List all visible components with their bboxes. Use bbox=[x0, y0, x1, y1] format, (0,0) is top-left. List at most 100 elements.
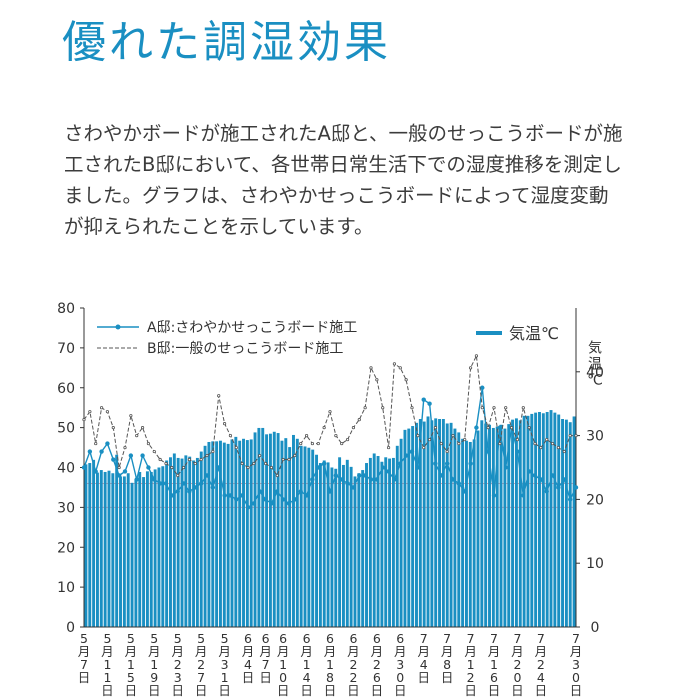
temperature-bar bbox=[526, 415, 530, 627]
house-a-point bbox=[368, 477, 374, 482]
house-b-point bbox=[515, 437, 520, 442]
house-a-point bbox=[403, 453, 409, 458]
temperature-bar bbox=[338, 457, 342, 627]
house-b-point bbox=[568, 433, 572, 438]
house-b-point bbox=[504, 406, 508, 410]
temperature-bar bbox=[111, 473, 115, 627]
temperature-bar bbox=[357, 473, 361, 627]
temperature-bar bbox=[372, 453, 376, 627]
left-tick-label: 70 bbox=[57, 341, 75, 357]
house-a-point bbox=[169, 493, 175, 498]
house-a-point bbox=[485, 449, 491, 454]
temperature-bar bbox=[261, 427, 265, 627]
temperature-bar bbox=[276, 433, 280, 627]
x-axis-ticks: 5 月 7 日 5 月 1 1 日 5 月 1 5 日 5 月 1 9 日 5 月 2 3 日 5 月 2 7 日 5 月 3 1 日 6 月 4 日 6 月… bbox=[78, 631, 583, 698]
house-a-point bbox=[532, 473, 538, 478]
temperature-bar bbox=[541, 413, 545, 627]
house-a-point bbox=[462, 489, 467, 494]
house-b-point bbox=[287, 457, 291, 462]
temperature-bar bbox=[303, 446, 307, 627]
temperature-bar bbox=[453, 428, 457, 627]
house-b-point bbox=[304, 433, 309, 438]
temperature-bar bbox=[195, 457, 199, 627]
temperature-bar bbox=[119, 476, 122, 627]
house-a-point bbox=[134, 477, 139, 482]
house-b-point bbox=[117, 465, 121, 470]
house-a-point bbox=[280, 497, 286, 502]
temperature-bar bbox=[561, 419, 565, 627]
house-a-point bbox=[310, 477, 315, 482]
temperature-bar bbox=[391, 457, 395, 627]
temperature-bar bbox=[457, 432, 461, 627]
temperature-bar bbox=[430, 420, 434, 627]
chart-legend: A邸:さわやかせっこうボード施工 B邸:一般のせっこうボード施工 気温℃ bbox=[97, 320, 559, 357]
house-a-point bbox=[444, 461, 450, 466]
temperature-bar bbox=[376, 456, 380, 627]
house-a-point bbox=[421, 397, 426, 402]
house-b-point bbox=[527, 426, 531, 430]
temperature-bar bbox=[361, 470, 365, 627]
temperature-bar bbox=[464, 440, 468, 627]
temperature-bar bbox=[445, 423, 449, 627]
house-a-point bbox=[239, 493, 245, 498]
house-a-point bbox=[128, 453, 134, 458]
house-a-point bbox=[275, 489, 280, 494]
temperature-bar bbox=[176, 457, 180, 627]
house-b-point bbox=[562, 449, 566, 454]
house-b-point bbox=[217, 394, 221, 398]
house-a-point bbox=[210, 485, 216, 490]
house-a-point bbox=[204, 473, 210, 478]
temperature-bar bbox=[411, 426, 415, 627]
house-b-point bbox=[123, 445, 127, 450]
house-b-point bbox=[140, 426, 145, 430]
house-a-point bbox=[573, 485, 579, 490]
house-a-point bbox=[228, 493, 233, 498]
house-b-point bbox=[363, 406, 367, 410]
house-b-point bbox=[439, 441, 443, 446]
house-a-point bbox=[398, 461, 403, 466]
temperature-bar bbox=[234, 436, 238, 627]
temperature-bar bbox=[518, 420, 522, 627]
temperature-bar bbox=[188, 456, 192, 627]
house-a-point bbox=[357, 473, 362, 478]
house-b-point bbox=[369, 366, 373, 370]
temperature-bar bbox=[557, 414, 561, 627]
temperature-bar bbox=[461, 438, 465, 627]
house-a-point bbox=[380, 465, 385, 470]
house-b-point bbox=[82, 418, 86, 422]
house-b-point bbox=[293, 453, 297, 458]
house-b-point bbox=[146, 441, 151, 446]
right-tick-label: 30 bbox=[586, 429, 604, 445]
house-b-point bbox=[451, 433, 455, 438]
house-b-point bbox=[275, 473, 279, 478]
temperature-bar bbox=[134, 478, 138, 627]
temperature-bar bbox=[207, 441, 211, 627]
temperature-bar bbox=[192, 460, 196, 627]
house-b-point bbox=[299, 441, 303, 446]
temperature-bar bbox=[368, 457, 372, 627]
temperature-bar bbox=[218, 440, 222, 627]
temperature-bar bbox=[307, 447, 311, 627]
left-tick-label: 30 bbox=[57, 500, 75, 516]
house-a-point bbox=[316, 465, 321, 470]
house-a-point bbox=[374, 477, 380, 482]
temperature-bar bbox=[441, 419, 445, 627]
left-tick-label: 20 bbox=[57, 540, 75, 556]
house-a-point bbox=[392, 477, 397, 482]
house-a-point bbox=[567, 497, 573, 502]
house-a-point bbox=[386, 469, 391, 474]
house-a-point bbox=[327, 489, 333, 494]
house-a-point bbox=[286, 501, 292, 506]
temperature-bar bbox=[468, 441, 472, 627]
house-b-point bbox=[258, 453, 262, 458]
temperature-bar bbox=[145, 471, 149, 627]
temperature-bar bbox=[122, 476, 126, 627]
temperature-bar bbox=[238, 440, 242, 627]
